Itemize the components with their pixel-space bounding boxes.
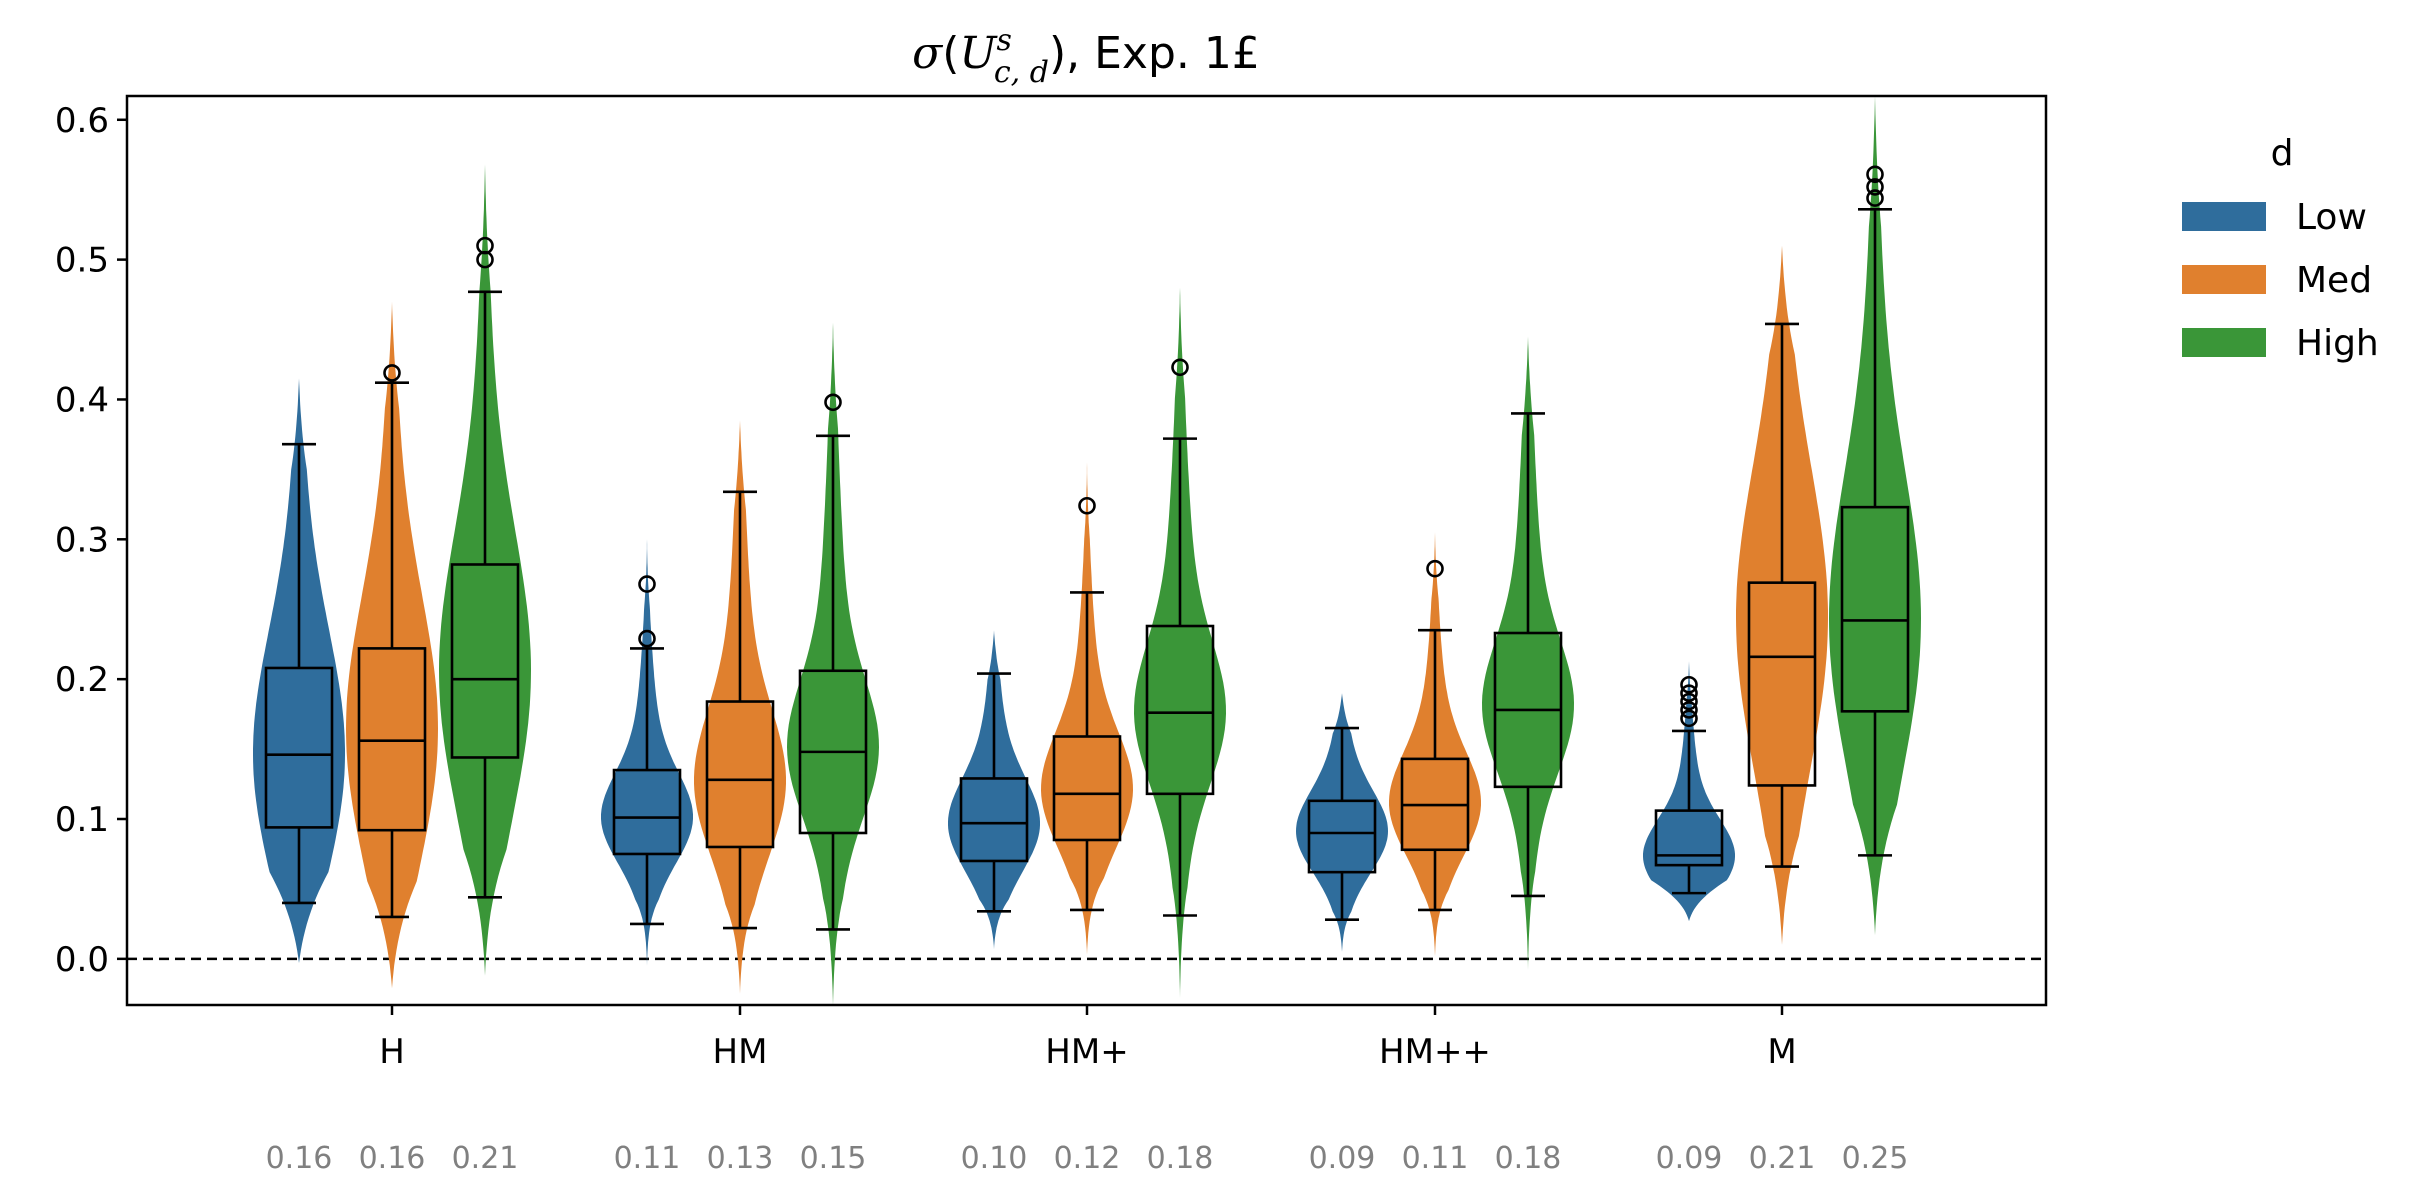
violin-body [1829,96,1921,936]
violin-body [1482,336,1574,970]
violin-body [439,164,531,976]
median-value-label: 0.09 [1656,1141,1723,1176]
x-tick-label: HM+ [1045,1032,1128,1072]
outlier-point [476,236,494,255]
iqr-box [1145,624,1215,796]
violin-group-h-low [253,378,345,963]
median-value-label: 0.11 [614,1141,681,1176]
violin-group-hm-med [694,420,786,994]
legend-label-med: Med [2296,260,2372,301]
legend-swatch-high [2182,328,2266,357]
median-value-label: 0.21 [452,1141,519,1176]
iqr-box [1747,581,1817,787]
iqr-box [1307,799,1377,874]
legend-title: d [2271,133,2294,174]
iqr-box [1654,809,1724,867]
legend-swatch-low [2182,202,2266,231]
iqr-box [264,666,334,829]
y-tick-label: 0.3 [55,520,109,560]
outlier-point [1680,701,1698,719]
violin-group-hm++-med [1389,532,1481,957]
median-value-label: 0.16 [359,1141,426,1176]
outlier-point [1426,559,1444,578]
outlier-point [824,393,842,412]
median-value-label: 0.11 [1402,1141,1469,1176]
outlier-point [1866,165,1884,184]
violin-group-m-med [1736,245,1828,945]
violin-group-hm++-high [1482,336,1574,970]
median-value-label: 0.12 [1054,1141,1121,1176]
iqr-box [450,563,520,759]
violin-body [253,378,345,963]
y-tick-label: 0.2 [55,660,109,700]
iqr-box [705,700,775,849]
median-value-label: 0.25 [1842,1141,1909,1176]
outlier-point [1680,684,1698,702]
y-tick-label: 0.6 [55,101,109,141]
outlier-point [1866,178,1884,196]
chart-title: σ(Us c, d), Exp. 1£ [912,23,1260,90]
iqr-box [612,768,682,856]
median-value-label: 0.15 [800,1141,867,1176]
iqr-box [959,777,1029,863]
x-tick-label: HM++ [1379,1032,1491,1072]
violin-group-hm+-low [948,630,1040,950]
outlier-point [1078,496,1096,515]
legend-label-high: High [2296,323,2379,364]
violin-group-h-high [439,164,531,976]
x-tick-label: M [1767,1032,1796,1072]
violin-group-hm-high [787,322,879,1006]
violin-group-h-med [346,301,438,989]
plot-area [127,96,2046,1006]
median-value-label: 0.18 [1495,1141,1562,1176]
y-tick-label: 0.4 [55,380,109,420]
iqr-box [1840,505,1910,713]
outlier-point [1680,675,1698,694]
outlier-point [1171,358,1189,377]
legend: d Low Med High [2182,133,2379,364]
violin-body [694,420,786,994]
violin-body [1736,245,1828,945]
y-tick-label: 0.0 [55,940,109,980]
x-tick-label: H [379,1032,405,1072]
y-tick-label: 0.5 [55,241,109,281]
violin-group-m-high [1829,96,1921,936]
outlier-point [1680,692,1698,711]
violin-body [1134,287,1226,999]
y-tick-label: 0.1 [55,800,109,840]
outlier-point [638,629,656,648]
legend-swatch-med [2182,265,2266,294]
median-value-label: 0.10 [961,1141,1028,1176]
violin-body [948,630,1040,950]
legend-label-low: Low [2296,197,2367,238]
violin-group-hm+-high [1134,287,1226,999]
median-value-label: 0.21 [1749,1141,1816,1176]
median-value-label: 0.16 [266,1141,333,1176]
iqr-box [1052,735,1122,842]
violin-group-m-low [1643,658,1735,922]
violin-group-hm-low [601,539,693,966]
violin-body [1296,693,1388,952]
x-tick-label: HM [713,1032,768,1072]
iqr-box [357,647,427,832]
outlier-point [1680,709,1698,728]
median-value-label: 0.18 [1147,1141,1214,1176]
violin-group-hm+-med [1041,462,1133,955]
median-value-label: 0.09 [1309,1141,1376,1176]
axes: 0.16 0.11 0.10 0.09 0.09 0.16 0.13 0.12 0.11 0.21… [55,94,2048,1176]
outlier-point [1866,189,1884,207]
outlier-point [638,575,656,593]
median-value-label: 0.13 [707,1141,774,1176]
violin-group-hm++-low [1296,693,1388,952]
outlier-point [383,364,401,382]
